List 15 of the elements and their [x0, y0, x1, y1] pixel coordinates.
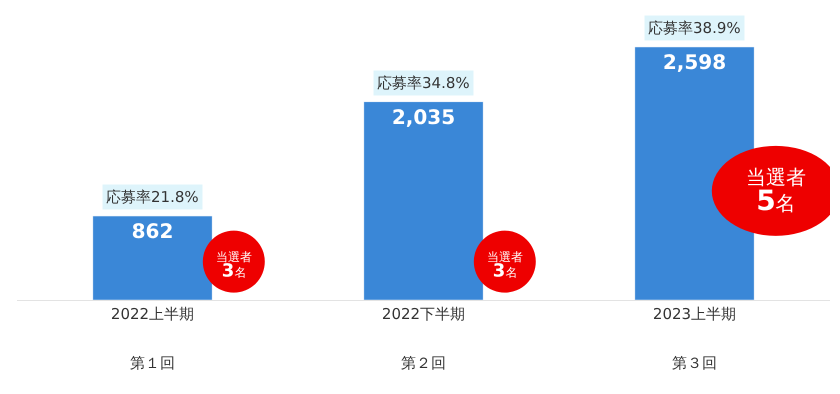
annotation: 応募率38.9% — [648, 19, 741, 37]
text: 第３回 — [672, 354, 717, 372]
annotation: 当選者 5名 — [746, 165, 806, 217]
annotation: 当選者 3名 — [487, 250, 523, 282]
annotation: 当選者 3名 — [216, 250, 252, 282]
x-tick-label: 2022下半期 — [382, 305, 466, 323]
x-tick-label: 2023上半期 — [652, 305, 736, 323]
data-label: 2,598 — [662, 50, 726, 74]
x-tick-label: 2022上半期 — [110, 305, 194, 323]
text: 第２回 — [401, 354, 446, 372]
annotation: 応募率34.8% — [377, 74, 470, 92]
data-label: 2,035 — [392, 104, 456, 129]
text: 第１回 — [130, 354, 175, 372]
annotation: 応募率21.8% — [106, 188, 199, 206]
data-label: 862 — [132, 219, 174, 244]
